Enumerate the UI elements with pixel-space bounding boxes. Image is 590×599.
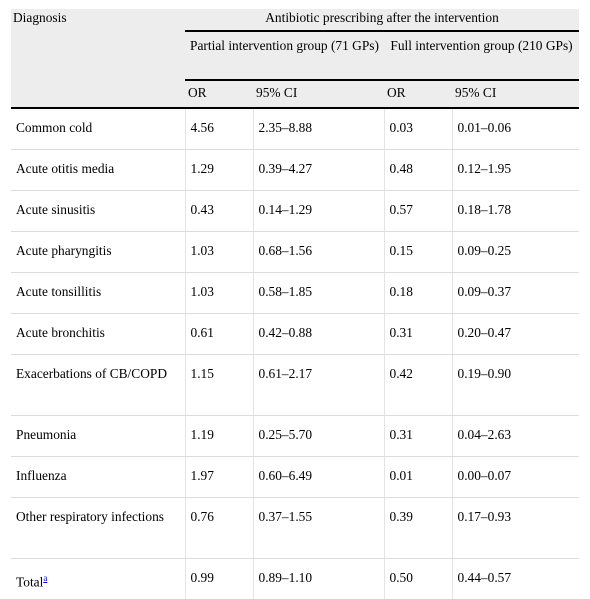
partial-ci-cell: 0.25–5.70 — [253, 416, 384, 457]
full-ci-cell: 0.19–0.90 — [452, 355, 579, 416]
full-or-cell: 0.18 — [384, 273, 452, 314]
diagnosis-cell: Acute pharyngitis — [11, 232, 185, 273]
table-row: Acute bronchitis 0.61 0.42–0.88 0.31 0.2… — [11, 314, 579, 355]
full-ci-cell: 0.17–0.93 — [452, 498, 579, 559]
full-or-cell: 0.31 — [384, 314, 452, 355]
diagnosis-cell: Totala — [11, 559, 185, 599]
partial-ci-cell: 0.37–1.55 — [253, 498, 384, 559]
table-row: Influenza 1.97 0.60–6.49 0.01 0.00–0.07 — [11, 457, 579, 498]
full-ci-cell: 0.12–1.95 — [452, 150, 579, 191]
partial-or-cell: 0.61 — [185, 314, 253, 355]
partial-ci-cell: 0.68–1.56 — [253, 232, 384, 273]
table-row: Common cold 4.56 2.35–8.88 0.03 0.01–0.0… — [11, 108, 579, 150]
full-ci-cell: 0.09–0.37 — [452, 273, 579, 314]
partial-or-cell: 1.15 — [185, 355, 253, 416]
full-ci-header: 95% CI — [452, 80, 579, 108]
diagnosis-cell: Acute otitis media — [11, 150, 185, 191]
table-row: Acute otitis media 1.29 0.39–4.27 0.48 0… — [11, 150, 579, 191]
partial-or-cell: 1.29 — [185, 150, 253, 191]
group-title-header: Antibiotic prescribing after the interve… — [185, 9, 579, 31]
partial-or-header: OR — [185, 80, 253, 108]
partial-ci-cell: 0.14–1.29 — [253, 191, 384, 232]
full-ci-cell: 0.00–0.07 — [452, 457, 579, 498]
partial-ci-cell: 0.39–4.27 — [253, 150, 384, 191]
full-or-cell: 0.03 — [384, 108, 452, 150]
partial-ci-header: 95% CI — [253, 80, 384, 108]
full-ci-cell: 0.01–0.06 — [452, 108, 579, 150]
table-body: Common cold 4.56 2.35–8.88 0.03 0.01–0.0… — [11, 108, 579, 599]
partial-ci-cell: 2.35–8.88 — [253, 108, 384, 150]
partial-ci-cell: 0.61–2.17 — [253, 355, 384, 416]
partial-ci-cell: 0.89–1.10 — [253, 559, 384, 599]
partial-ci-cell: 0.58–1.85 — [253, 273, 384, 314]
full-or-cell: 0.48 — [384, 150, 452, 191]
partial-group-header: Partial intervention group (71 GPs) — [185, 31, 384, 80]
table-row-total: Totala 0.99 0.89–1.10 0.50 0.44–0.57 — [11, 559, 579, 599]
full-ci-cell: 0.18–1.78 — [452, 191, 579, 232]
partial-ci-cell: 0.42–0.88 — [253, 314, 384, 355]
full-group-header: Full intervention group (210 GPs) — [384, 31, 579, 80]
partial-or-cell: 0.43 — [185, 191, 253, 232]
full-or-cell: 0.50 — [384, 559, 452, 599]
partial-or-cell: 1.03 — [185, 232, 253, 273]
diagnosis-cell: Acute sinusitis — [11, 191, 185, 232]
table-row: Pneumonia 1.19 0.25–5.70 0.31 0.04–2.63 — [11, 416, 579, 457]
results-table: Diagnosis Antibiotic prescribing after t… — [11, 9, 579, 599]
diagnosis-cell: Acute bronchitis — [11, 314, 185, 355]
diagnosis-cell: Pneumonia — [11, 416, 185, 457]
full-or-cell: 0.15 — [384, 232, 452, 273]
full-or-cell: 0.57 — [384, 191, 452, 232]
partial-ci-cell: 0.60–6.49 — [253, 457, 384, 498]
partial-or-cell: 0.76 — [185, 498, 253, 559]
full-ci-cell: 0.09–0.25 — [452, 232, 579, 273]
table-row: Acute tonsillitis 1.03 0.58–1.85 0.18 0.… — [11, 273, 579, 314]
footnote-link[interactable]: a — [43, 573, 47, 583]
table-row: Acute pharyngitis 1.03 0.68–1.56 0.15 0.… — [11, 232, 579, 273]
partial-or-cell: 4.56 — [185, 108, 253, 150]
diagnosis-cell: Acute tonsillitis — [11, 273, 185, 314]
partial-or-cell: 1.19 — [185, 416, 253, 457]
full-or-header: OR — [384, 80, 452, 108]
diagnosis-cell: Influenza — [11, 457, 185, 498]
partial-or-cell: 1.03 — [185, 273, 253, 314]
full-ci-cell: 0.44–0.57 — [452, 559, 579, 599]
total-label: Total — [16, 574, 43, 589]
full-or-cell: 0.31 — [384, 416, 452, 457]
partial-or-cell: 0.99 — [185, 559, 253, 599]
table-row: Acute sinusitis 0.43 0.14–1.29 0.57 0.18… — [11, 191, 579, 232]
full-ci-cell: 0.04–2.63 — [452, 416, 579, 457]
table-row: Exacerbations of CB/COPD 1.15 0.61–2.17 … — [11, 355, 579, 416]
diagnosis-header: Diagnosis — [11, 9, 185, 31]
partial-or-cell: 1.97 — [185, 457, 253, 498]
diagnosis-cell: Other respiratory infections — [11, 498, 185, 559]
full-or-cell: 0.42 — [384, 355, 452, 416]
full-or-cell: 0.01 — [384, 457, 452, 498]
table-row: Other respiratory infections 0.76 0.37–1… — [11, 498, 579, 559]
diagnosis-cell: Exacerbations of CB/COPD — [11, 355, 185, 416]
diagnosis-cell: Common cold — [11, 108, 185, 150]
full-ci-cell: 0.20–0.47 — [452, 314, 579, 355]
full-or-cell: 0.39 — [384, 498, 452, 559]
